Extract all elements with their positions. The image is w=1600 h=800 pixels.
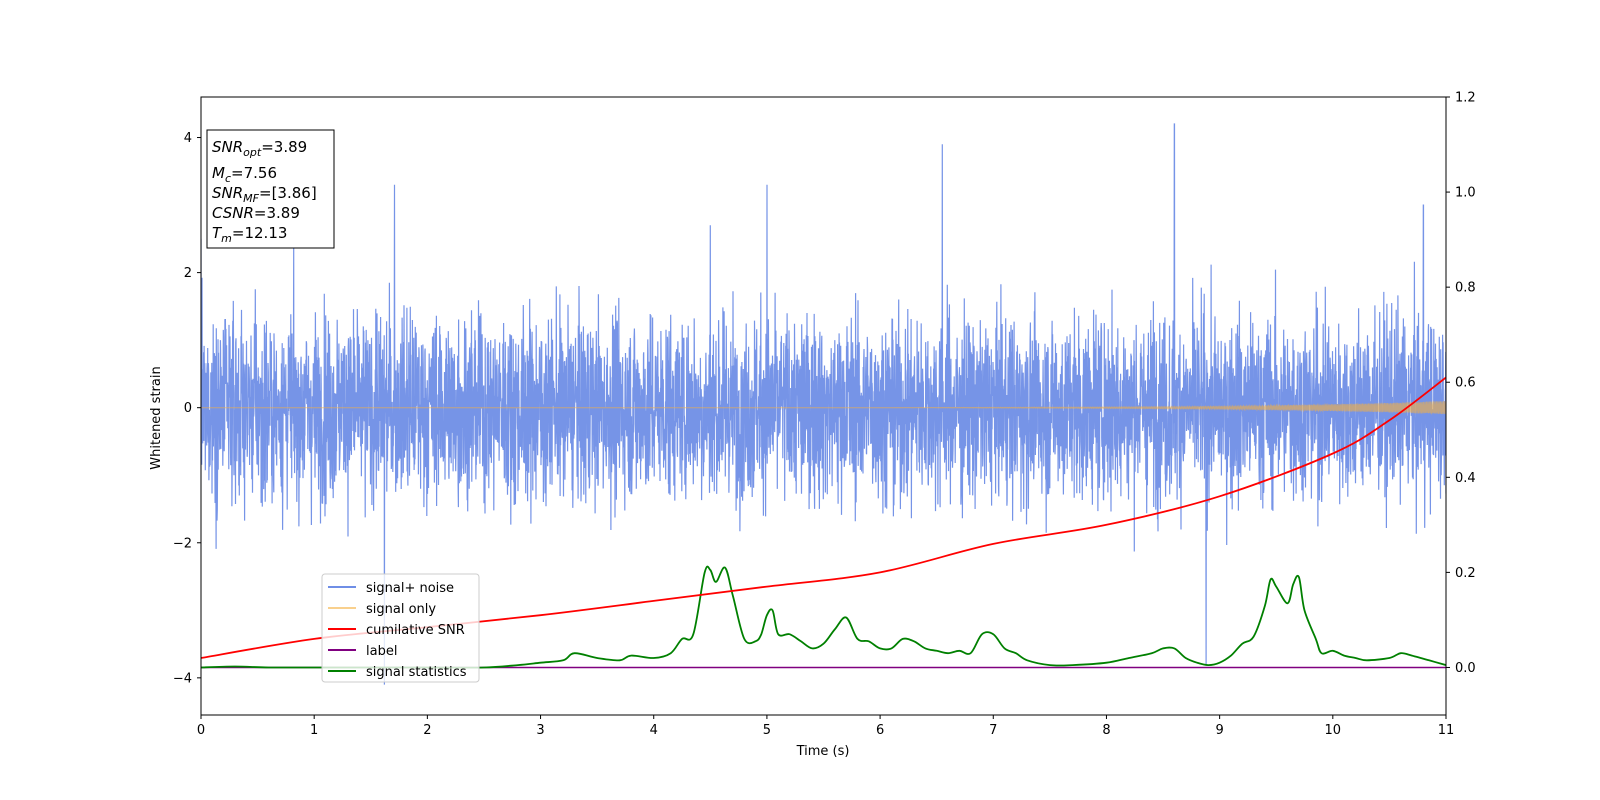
series-signal-statistics: [201, 565, 1446, 669]
snr-mf-text: SNRMF=[3.86]: [212, 184, 317, 205]
legend-label-signal-noise: signal+ noise: [366, 581, 454, 596]
tm-text: Tm=12.13: [212, 224, 287, 245]
series-signal-noise: [201, 123, 1446, 685]
legend-label-cumulative-snr: cumilative SNR: [366, 623, 465, 638]
x-tick-label: 8: [1102, 723, 1110, 738]
legend-item-cumulative-snr: cumilative SNR: [328, 623, 465, 638]
legend-item-signal-statistics: signal statistics: [328, 665, 467, 680]
y-axis-label: Whitened strain: [149, 366, 164, 469]
csnr-text: CSNR=3.89: [212, 204, 300, 222]
legend-item-signal-noise: signal+ noise: [328, 581, 454, 596]
y-right-tick-label: 1.2: [1455, 91, 1476, 106]
legend-label-label: label: [366, 644, 397, 659]
y-right-tick-label: 0.0: [1455, 661, 1476, 676]
legend-item-label: label: [328, 644, 397, 659]
y-left-tick-label: 0: [184, 401, 192, 416]
x-axis-label: Time (s): [796, 744, 850, 759]
plot-frame: [200, 96, 1447, 716]
x-tick-label: 2: [423, 723, 431, 738]
legend: signal+ noise signal only cumilative SNR…: [321, 573, 480, 683]
y-left-tick-label: −2: [173, 536, 192, 551]
series-signal-only: [201, 401, 1446, 415]
info-box-frame: [206, 129, 335, 249]
x-tick-label: 7: [989, 723, 997, 738]
y-left-tick-label: 2: [184, 266, 192, 281]
y-right-tick-label: 0.6: [1455, 376, 1476, 391]
legend-item-signal-only: signal only: [328, 602, 436, 617]
x-tick-label: 6: [876, 723, 884, 738]
y-right-tick-label: 0.4: [1455, 471, 1476, 486]
x-tick-label: 9: [1215, 723, 1223, 738]
axes: 0 1 2 3 4 5 6 7 8 9 10 11 −4 −2 0 2 4 0.0 0.2 0.4 0.6 0.8 1.0 1…: [173, 91, 1476, 739]
x-tick-label: 5: [763, 723, 771, 738]
y-left-tick-label: 4: [184, 131, 192, 146]
x-tick-label: 11: [1438, 723, 1455, 738]
y-right-tick-label: 1.0: [1455, 186, 1476, 201]
x-tick-label: 3: [536, 723, 544, 738]
legend-label-signal-only: signal only: [366, 602, 436, 617]
y-left-tick-label: −4: [173, 671, 192, 686]
y-right-tick-label: 0.8: [1455, 281, 1476, 296]
y-right-tick-label: 0.2: [1455, 566, 1476, 581]
x-tick-label: 1: [310, 723, 318, 738]
legend-label-signal-statistics: signal statistics: [366, 665, 467, 680]
x-tick-label: 0: [197, 723, 205, 738]
legend-frame: [321, 573, 480, 683]
mc-text: Mc=7.56: [212, 164, 277, 185]
snr-opt-text: SNRopt=3.89: [212, 138, 307, 159]
snr-info-box: SNRopt=3.89 Mc=7.56 SNRMF=[3.86] CSNR=3.…: [206, 129, 335, 249]
x-tick-label: 10: [1325, 723, 1342, 738]
x-tick-label: 4: [650, 723, 658, 738]
